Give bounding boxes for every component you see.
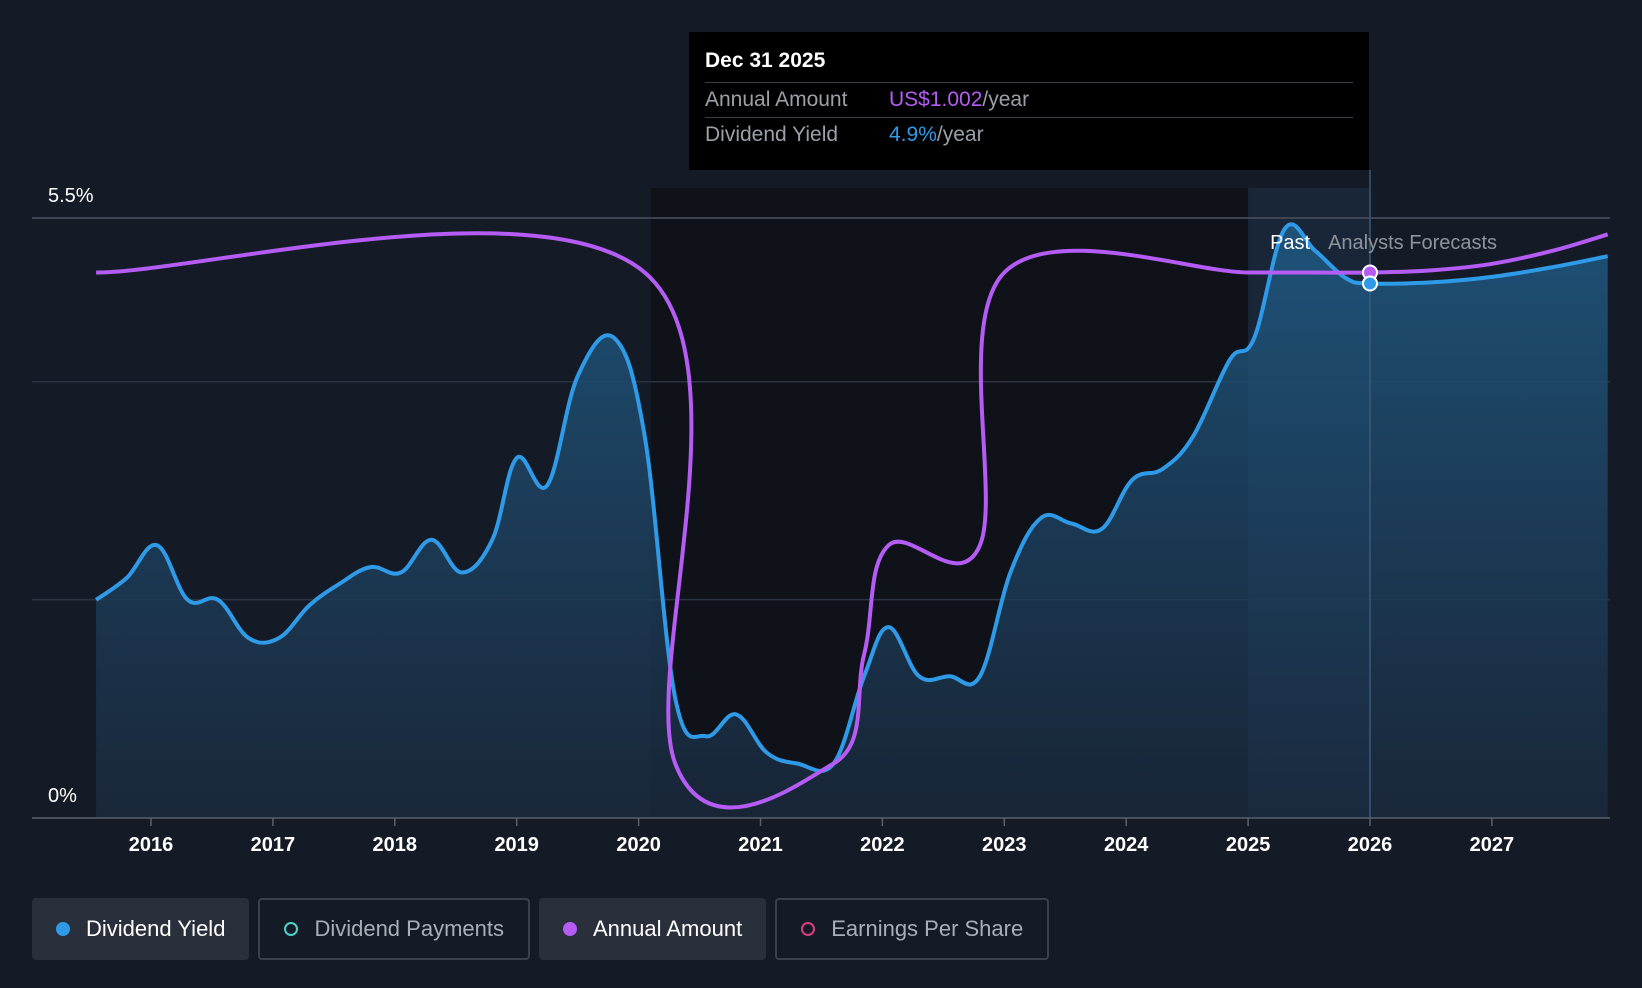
- tooltip-annual-label: Annual Amount: [705, 88, 848, 111]
- legend: Dividend Yield Dividend Payments Annual …: [32, 898, 1050, 960]
- annual-amount-line: [96, 231, 1609, 810]
- dividend-yield-area: [96, 224, 1608, 818]
- x-tick-label: 2016: [129, 834, 174, 856]
- earnings-per-share-ring-icon: [801, 922, 816, 936]
- x-axis-ticks: 2016 2017 2018 2019 2020 2021 2022 2023 2024 2025…: [129, 818, 1514, 856]
- dividend-payments-ring-icon: [284, 922, 299, 936]
- y-tick-label-zero: 0%: [48, 785, 77, 807]
- annual-amount-dot-icon: [562, 922, 577, 936]
- x-tick-label: 2018: [373, 834, 418, 856]
- past-label: Past: [1270, 232, 1310, 254]
- tooltip-date: Dec 31 2025: [705, 49, 826, 72]
- legend-label: Dividend Yield: [86, 916, 226, 941]
- tooltip-row-yield: Dividend Yield 4.9%/year: [705, 117, 1353, 152]
- legend-dividend-payments[interactable]: Dividend Payments: [258, 898, 530, 960]
- tooltip-yield-value: 4.9%: [889, 123, 937, 146]
- dividend-yield-dot-icon: [56, 922, 70, 936]
- x-tick-label: 2022: [860, 834, 905, 856]
- dividend-yield-line: [94, 222, 1609, 773]
- legend-dividend-yield[interactable]: Dividend Yield: [32, 898, 250, 960]
- x-tick-label: 2025: [1226, 834, 1271, 856]
- legend-earnings-per-share[interactable]: Earnings Per Share: [775, 898, 1050, 960]
- tooltip-yield-unit: /year: [936, 123, 984, 146]
- legend-annual-amount[interactable]: Annual Amount: [538, 898, 767, 960]
- x-tick-label: 2023: [982, 834, 1027, 856]
- x-tick-label: 2020: [616, 834, 661, 856]
- x-tick-label: 2017: [251, 834, 296, 856]
- y-tick-label-max: 5.5%: [48, 185, 94, 207]
- tooltip: Dec 31 2025 Annual Amount US$1.002/year …: [689, 32, 1369, 170]
- tooltip-annual-unit: /year: [982, 88, 1030, 111]
- x-tick-label: 2019: [494, 834, 539, 856]
- x-tick-label: 2026: [1348, 834, 1393, 856]
- x-tick-label: 2021: [738, 834, 783, 856]
- legend-label: Annual Amount: [592, 916, 743, 941]
- tooltip-annual-value: US$1.002: [889, 88, 983, 111]
- forecast-label: Analysts Forecasts: [1328, 232, 1497, 254]
- x-tick-label: 2024: [1104, 834, 1149, 856]
- tooltip-row-annual: Annual Amount US$1.002/year: [705, 82, 1353, 117]
- dividend-yield-marker[interactable]: [1362, 275, 1378, 292]
- x-tick-label: 2027: [1470, 834, 1515, 856]
- tooltip-yield-label: Dividend Yield: [705, 123, 839, 146]
- legend-label: Dividend Payments: [314, 916, 504, 941]
- legend-label: Earnings Per Share: [831, 916, 1024, 941]
